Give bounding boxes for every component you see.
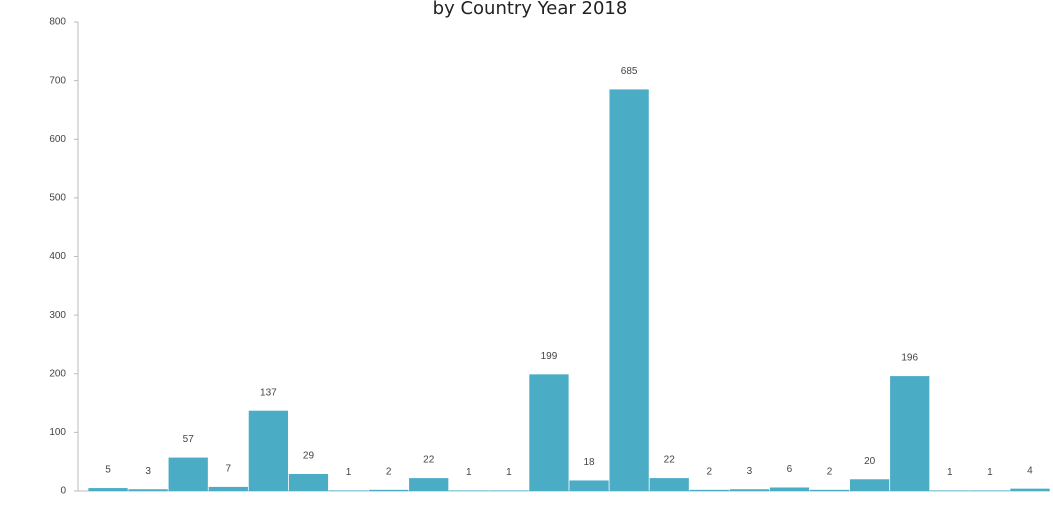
value-label: 199 — [541, 351, 558, 362]
bar — [489, 490, 529, 491]
value-label: 29 — [303, 451, 315, 462]
y-tick-label: 800 — [49, 17, 66, 28]
value-label: 2 — [827, 466, 833, 477]
value-label: 6 — [787, 464, 793, 475]
bar — [88, 488, 128, 491]
value-label: 4 — [1027, 465, 1033, 476]
y-tick-label: 0 — [60, 486, 66, 497]
bar — [288, 473, 329, 491]
bar — [368, 489, 409, 491]
value-label: 18 — [583, 457, 595, 468]
bar — [409, 478, 449, 491]
value-label: 22 — [664, 455, 676, 466]
bar — [890, 376, 930, 491]
y-tick-label: 100 — [49, 427, 66, 438]
value-label: 3 — [747, 466, 753, 477]
bar — [208, 486, 248, 491]
value-label: 2 — [386, 466, 392, 477]
bar — [809, 489, 850, 491]
y-tick-label: 300 — [49, 310, 66, 321]
value-label: 57 — [183, 434, 195, 445]
bar — [1010, 488, 1050, 491]
bar — [609, 89, 649, 491]
value-label: 196 — [901, 353, 918, 364]
y-tick-label: 200 — [49, 368, 66, 379]
value-label: 7 — [226, 464, 232, 475]
bar — [649, 478, 689, 491]
value-label: 2 — [707, 466, 713, 477]
value-label: 1 — [987, 467, 993, 478]
bar — [248, 410, 289, 491]
bar — [128, 489, 168, 491]
value-label: 1 — [506, 467, 512, 478]
bar — [689, 489, 729, 491]
bar — [769, 487, 810, 491]
bar — [930, 490, 970, 491]
bar — [849, 479, 890, 491]
bar — [569, 480, 609, 491]
value-label: 20 — [864, 456, 876, 467]
bar — [449, 490, 489, 491]
bar — [168, 457, 208, 491]
value-label: 5 — [105, 465, 111, 476]
bar — [970, 490, 1010, 491]
value-label: 1 — [466, 467, 472, 478]
bar — [328, 490, 369, 491]
y-tick-label: 400 — [49, 251, 66, 262]
value-label: 22 — [423, 455, 435, 466]
bar — [529, 374, 569, 491]
y-tick-label: 700 — [49, 75, 66, 86]
value-label: 137 — [260, 387, 277, 398]
chart-title: by Country Year 2018 — [433, 0, 628, 19]
y-tick-label: 500 — [49, 193, 66, 204]
value-label: 685 — [621, 66, 638, 77]
bar — [729, 489, 770, 491]
value-label: 1 — [947, 467, 953, 478]
value-label: 1 — [346, 467, 352, 478]
value-label: 3 — [145, 466, 151, 477]
y-tick-label: 600 — [49, 134, 66, 145]
